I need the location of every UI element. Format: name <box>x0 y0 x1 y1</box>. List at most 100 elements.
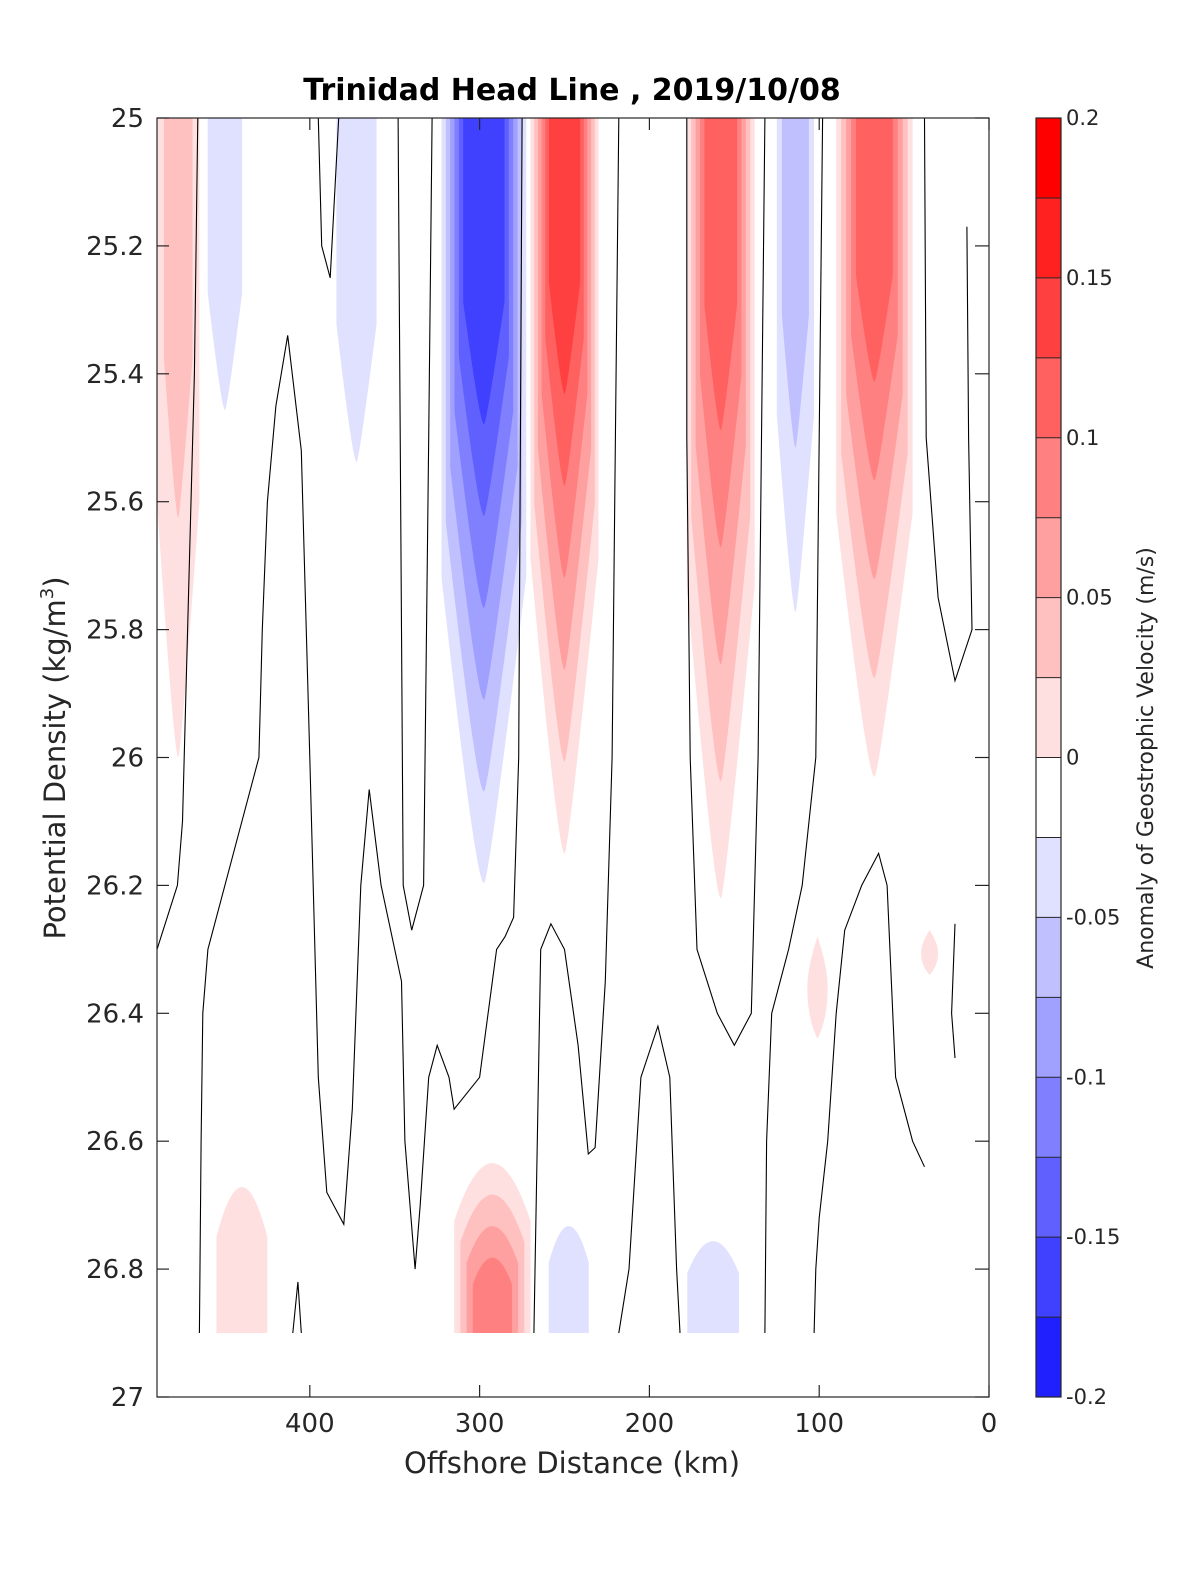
x-tick-label: 400 <box>285 1409 335 1439</box>
zero-contour-1 <box>157 118 199 950</box>
contour-band <box>207 118 243 410</box>
colorbar-swatch <box>1036 437 1061 518</box>
contour-feature-deep-red-35 <box>921 930 939 975</box>
zero-contour-3 <box>317 118 340 279</box>
zero-contour-11 <box>951 923 956 1059</box>
x-tick-label: 300 <box>455 1409 505 1439</box>
contour-band <box>472 1257 512 1334</box>
colorbar-swatch <box>1036 357 1061 438</box>
colorbar-swatch <box>1036 1157 1061 1238</box>
x-axis-title: Offshore Distance (km) <box>404 1446 740 1480</box>
y-axis: 25 25.2 25.4 25.6 25.8 26 26.2 26.4 26.6 26.8 27 <box>86 104 989 1413</box>
colorbar-swatch <box>1036 1077 1061 1158</box>
y-tick-label: 25.2 <box>86 232 144 262</box>
colorbar-tick-label: 0 <box>1066 746 1079 770</box>
colorbar-swatch <box>1036 1237 1061 1318</box>
colorbar-swatch <box>1036 917 1061 998</box>
contour-feature-deep-red-100 <box>807 936 828 1039</box>
contour-feature-jet-blue-115 <box>771 118 820 777</box>
contour-band <box>807 936 828 1039</box>
contour-feature-deep-blue-480 <box>157 1172 183 1334</box>
zero-contour-2 <box>198 118 523 1334</box>
contour-band <box>781 118 809 448</box>
contour-band <box>637 118 662 279</box>
contour-band <box>921 930 939 975</box>
contour-feature-jet-blue-295 <box>437 118 531 975</box>
contour-feature-deep-red-290 <box>454 1163 531 1334</box>
contour-band <box>548 1226 589 1334</box>
y-tick-label: 25.6 <box>86 488 144 518</box>
contour-band <box>861 1032 896 1186</box>
zero-contour-10 <box>923 118 973 683</box>
colorbar-tick-label: -0.1 <box>1066 1065 1107 1089</box>
y-tick-label: 27 <box>111 1383 144 1413</box>
contour-feature-jet-blue-450 <box>199 118 251 585</box>
contour-band <box>163 118 193 518</box>
colorbar-frame <box>1035 117 1062 1398</box>
colorbar-title: Anomaly of Geostrophic Velocity (m/s) <box>1134 547 1159 969</box>
contour-feature-deep-blue-55 <box>878 1302 913 1334</box>
contour-band <box>548 118 581 394</box>
y-tick-label: 25.8 <box>86 616 144 646</box>
colorbar-swatch <box>1036 517 1061 598</box>
y-axis-title-superscript: 3 <box>37 588 58 599</box>
contour-band <box>336 118 377 462</box>
contour-feature-jet-red-70 <box>836 118 913 777</box>
contour-band <box>157 1172 183 1334</box>
x-axis: 400 300 200 100 0 <box>285 118 997 1439</box>
zero-contour-8 <box>764 118 824 1334</box>
zero-contour-12 <box>292 1281 302 1334</box>
colorbar-swatch <box>1036 277 1061 358</box>
colorbar-swatch <box>1036 597 1061 678</box>
contour-band <box>463 118 505 425</box>
contour-feature-deep-blue-250 <box>539 1163 599 1334</box>
zero-contour-7 <box>686 118 766 1047</box>
colorbar-tick-label: 0.1 <box>1066 426 1099 450</box>
zero-contour-6 <box>618 1024 681 1334</box>
colorbar-swatch <box>1036 997 1061 1078</box>
colorbar-tick-label: -0.05 <box>1066 905 1120 929</box>
velocity-contour-fills <box>157 118 939 1334</box>
y-tick-label: 26.8 <box>86 1255 144 1285</box>
contour-feature-jet-red-150 <box>686 118 755 899</box>
x-tick-label: 200 <box>625 1409 675 1439</box>
contour-feature-deep-red-440 <box>216 1187 268 1334</box>
colorbar-tick-label: -0.15 <box>1066 1225 1120 1249</box>
contour-feature-jet-blue-370 <box>326 118 387 669</box>
chart-title: Trinidad Head Line , 2019/10/08 <box>303 73 840 108</box>
colorbar: 0.2 0.15 0.1 0.05 0 -0.05 -0.1 -0.15 -0.2 <box>1035 106 1120 1409</box>
zero-contour-5 <box>533 118 620 1334</box>
y-tick-label: 25.4 <box>86 360 144 390</box>
y-axis-title-text: Potential Density (kg/m <box>38 599 72 939</box>
x-tick-label: 100 <box>794 1409 844 1439</box>
y-tick-label: 26.4 <box>86 999 144 1029</box>
colorbar-tick-label: -0.2 <box>1066 1385 1107 1409</box>
contour-band <box>687 1241 739 1334</box>
contour-feature-deep-blue-160 <box>674 1187 752 1334</box>
colorbar-swatch <box>1036 757 1061 838</box>
y-axis-title: Potential Density (kg/m3) <box>37 576 72 939</box>
contour-band <box>878 1302 913 1334</box>
colorbar-tick-label: 0.2 <box>1066 106 1099 130</box>
contour-band <box>704 118 738 431</box>
colorbar-swatch <box>1036 677 1061 758</box>
x-tick-label: 0 <box>981 1409 998 1439</box>
y-tick-label: 26 <box>111 744 144 774</box>
colorbar-swatch <box>1036 118 1061 198</box>
zero-contour-4 <box>397 118 433 931</box>
zero-contour-lines <box>157 118 973 1334</box>
y-axis-title-close: ) <box>38 576 72 587</box>
zero-contour-9 <box>813 851 925 1334</box>
contour-feature-jet-blue-200 <box>637 118 662 279</box>
contour-feature-jet-red-250 <box>530 118 599 854</box>
colorbar-swatch <box>1036 1317 1061 1397</box>
y-tick-label: 26.6 <box>86 1127 144 1157</box>
contour-feature-deep-blue-65 <box>861 1032 896 1186</box>
y-tick-label: 25 <box>111 104 144 134</box>
contour-band <box>216 1187 268 1334</box>
colorbar-tick-label: 0.15 <box>1066 266 1113 290</box>
y-tick-label: 26.2 <box>86 871 144 901</box>
colorbar-tick-label: 0.05 <box>1066 586 1113 610</box>
contour-band <box>856 118 893 382</box>
